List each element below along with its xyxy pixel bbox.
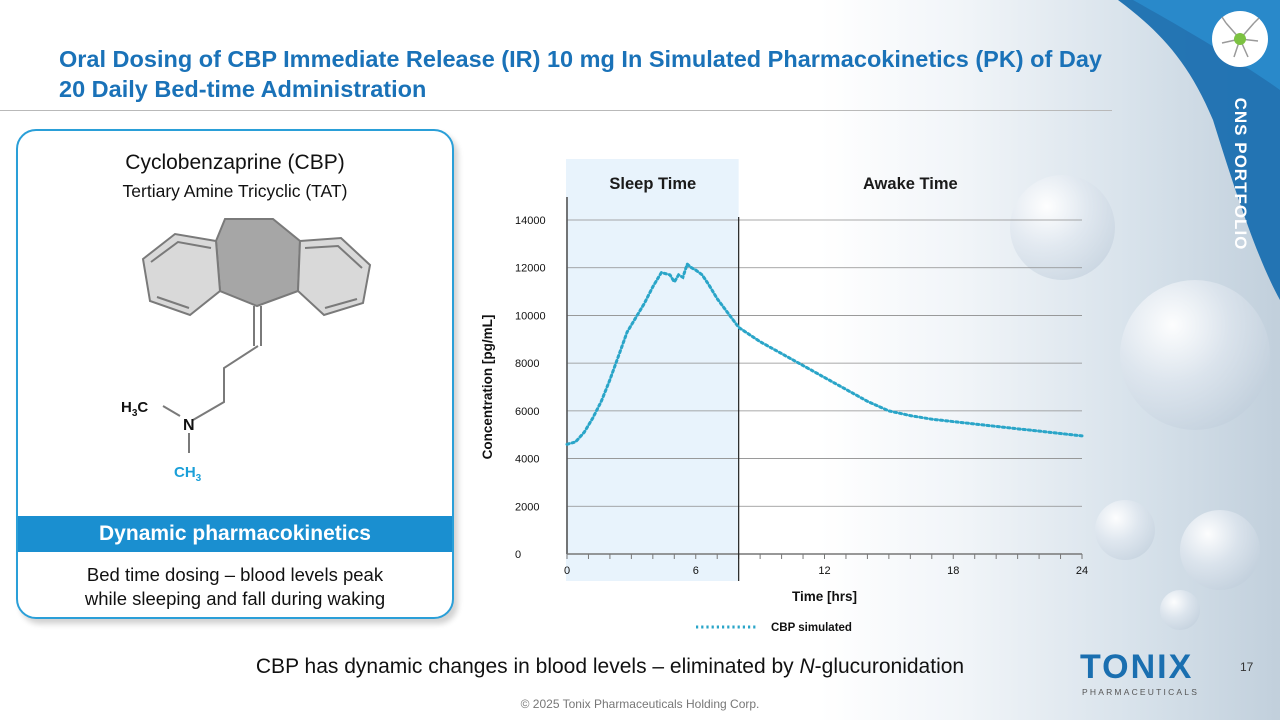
x-tick-label: 6 xyxy=(693,565,699,577)
title-divider xyxy=(0,110,1112,111)
ch3-label: CH3 xyxy=(174,464,202,484)
compound-class: Tertiary Amine Tricyclic (TAT) xyxy=(122,181,348,201)
y-tick-label: 12000 xyxy=(515,263,546,275)
region-label: Awake Time xyxy=(863,175,958,193)
y-tick-label: 2000 xyxy=(515,501,539,513)
section-label: CNS PORTFOLIO xyxy=(1231,97,1250,251)
svg-text:TONIX: TONIX xyxy=(1080,648,1193,686)
y-tick-label: 4000 xyxy=(515,454,539,466)
network-logo xyxy=(1212,11,1268,67)
molecule-sphere xyxy=(1180,510,1260,590)
pk-line-chart: Sleep Time Awake Time 0 2000 4000 6000 8000 100… xyxy=(480,159,1088,634)
page-number: 17 xyxy=(1240,660,1254,674)
nitrogen-label: N xyxy=(183,417,195,434)
slide-title: Oral Dosing of CBP Immediate Release (IR… xyxy=(59,46,1102,102)
tonix-logo: TONIX PHARMACEUTICALS xyxy=(1080,648,1199,697)
h3c-label: H3C xyxy=(121,399,148,419)
region-label: Sleep Time xyxy=(609,175,696,193)
left-benzene-ring xyxy=(141,232,222,317)
neuron-icon xyxy=(1221,16,1260,58)
copyright-footer: © 2025 Tonix Pharmaceuticals Holding Cor… xyxy=(520,697,760,711)
right-benzene-ring xyxy=(296,236,372,317)
card-description: Bed time dosing – blood levels peak whil… xyxy=(18,563,452,611)
x-tick-label: 0 xyxy=(564,565,570,577)
x-tick-label: 18 xyxy=(947,565,959,577)
y-axis-label: Concentration [pg/mL] xyxy=(480,315,495,460)
x-tick-label: 12 xyxy=(818,565,830,577)
description-line: while sleeping and fall during waking xyxy=(84,588,386,609)
chemical-structure: H3C N CH3 xyxy=(121,218,372,484)
series-line-cbp-simulated xyxy=(565,261,1084,446)
y-tick-label: 0 xyxy=(515,549,521,561)
x-tick-label: 24 xyxy=(1076,565,1088,577)
description-line: Bed time dosing – blood levels peak xyxy=(86,564,384,585)
alkyl-chain xyxy=(192,345,259,421)
card-band-heading: Dynamic pharmacokinetics xyxy=(18,516,452,552)
bottom-statement: CBP has dynamic changes in blood levels … xyxy=(255,655,965,678)
compound-card: Cyclobenzaprine (CBP) Tertiary Amine Tri… xyxy=(16,129,454,619)
legend-label: CBP simulated xyxy=(771,622,852,634)
y-tick-label: 14000 xyxy=(515,215,546,227)
y-tick-label: 8000 xyxy=(515,358,539,370)
svg-text:PHARMACEUTICALS: PHARMACEUTICALS xyxy=(1082,687,1199,697)
molecule-sphere xyxy=(1160,590,1200,630)
y-tick-label: 10000 xyxy=(515,310,546,322)
x-axis-label: Time [hrs] xyxy=(792,589,857,604)
molecule-sphere xyxy=(1095,500,1155,560)
molecule-sphere xyxy=(1010,175,1115,280)
molecule-sphere xyxy=(1120,280,1270,430)
central-ring xyxy=(214,218,302,308)
y-tick-label: 6000 xyxy=(515,406,539,418)
sleep-region-band xyxy=(566,159,739,581)
compound-name: Cyclobenzaprine (CBP) xyxy=(125,151,345,174)
